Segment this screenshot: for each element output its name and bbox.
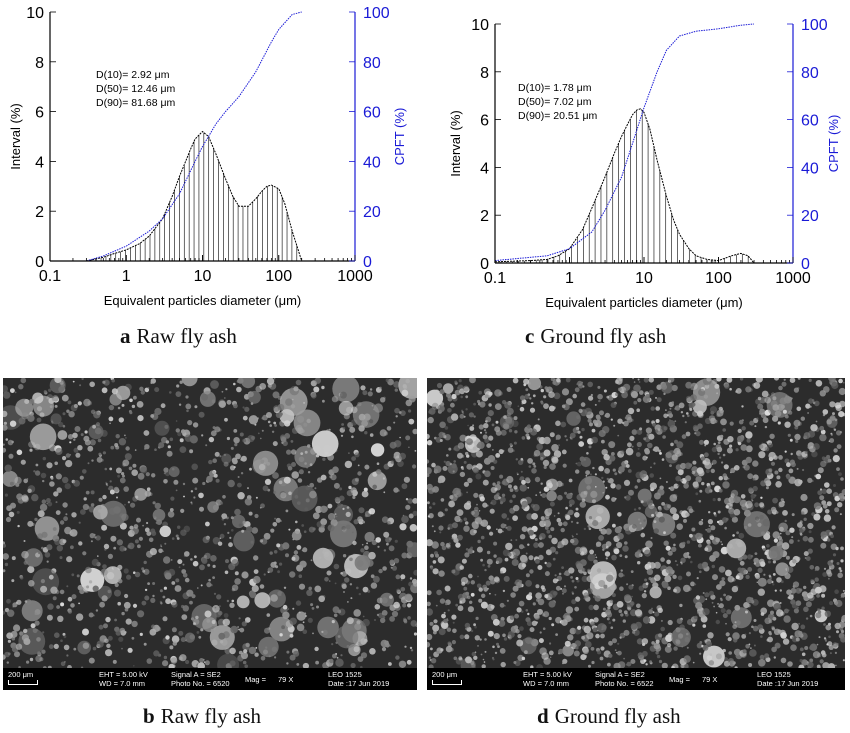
- y-tick-label-left: 6: [35, 105, 44, 122]
- sem-data-bar: 200 μm EHT = 5.00 kV WD = 7.0 mm Signal …: [3, 668, 417, 690]
- y-tick-label-right: 80: [363, 55, 381, 72]
- annotation-d90: D(90)= 20.51 μm: [518, 110, 598, 122]
- y-tick-label-left: 4: [480, 160, 489, 177]
- x-tick-label: 100: [705, 270, 732, 287]
- eht-label: EHT = 5.00 kV: [523, 670, 572, 679]
- scale-bar: [8, 680, 38, 685]
- y-axis-left-label: Interval (%): [8, 103, 23, 169]
- y-tick-label-left: 8: [35, 55, 44, 72]
- x-tick-label: 1: [122, 268, 131, 285]
- y-axis-left-label: Interval (%): [448, 110, 463, 176]
- y-tick-label-left: 10: [26, 5, 44, 22]
- y-tick-label-right: 80: [801, 65, 819, 82]
- y-tick-label-right: 0: [801, 256, 810, 273]
- sem-data-bar: 200 μm EHT = 5.00 kV WD = 7.0 mm Signal …: [427, 668, 845, 690]
- interval-curve: [494, 108, 755, 264]
- y-tick-label-left: 4: [35, 154, 44, 171]
- y-tick-label-left: 2: [480, 208, 489, 225]
- caption-text: Ground fly ash: [540, 324, 667, 348]
- photo-label: Photo No. = 6520: [171, 679, 230, 688]
- caption-text: Raw fly ash: [160, 704, 262, 728]
- y-axis-right-label: CPFT (%): [826, 115, 841, 173]
- annotation-d10: D(10)= 2.92 μm: [96, 69, 170, 81]
- y-tick-label-left: 6: [480, 113, 489, 130]
- sem-image-ground-fly-ash: 200 μm EHT = 5.00 kV WD = 7.0 mm Signal …: [427, 378, 845, 690]
- signal-label: Signal A = SE2: [595, 670, 645, 679]
- annotation-d50: D(50)= 7.02 μm: [518, 96, 592, 108]
- caption-letter: d: [537, 704, 549, 728]
- signal-label: Signal A = SE2: [171, 670, 221, 679]
- caption-text: Ground fly ash: [554, 704, 681, 728]
- annotation-d50: D(50)= 12.46 μm: [96, 83, 176, 95]
- annotation-d90: D(90)= 81.68 μm: [96, 97, 176, 109]
- caption-letter: a: [120, 324, 131, 348]
- y-tick-label-right: 60: [801, 113, 819, 130]
- wd-label: WD = 7.0 mm: [99, 679, 146, 688]
- y-tick-label-left: 0: [35, 254, 44, 271]
- annotation-d10: D(10)= 1.78 μm: [518, 82, 592, 94]
- caption-letter: c: [525, 324, 535, 348]
- x-tick-label: 0.1: [484, 270, 506, 287]
- particle-texture: [3, 378, 417, 668]
- wd-label: WD = 7.0 mm: [523, 679, 570, 688]
- scale-bar: [432, 680, 462, 685]
- instrument-label: LEO 1525: [328, 670, 362, 679]
- caption-letter: b: [143, 704, 155, 728]
- x-tick-label: 1000: [775, 270, 811, 287]
- y-tick-label-right: 20: [363, 204, 381, 221]
- y-tick-label-right: 100: [801, 17, 828, 34]
- x-tick-label: 10: [194, 268, 212, 285]
- mag-value: 79 X: [702, 675, 718, 684]
- mag-value: 79 X: [278, 675, 294, 684]
- x-tick-label: 1: [565, 270, 574, 287]
- scale-label: 200 μm: [432, 670, 458, 679]
- caption-c: c Ground fly ash: [525, 324, 666, 349]
- mag-label: Mag =: [669, 675, 691, 684]
- y-tick-label-left: 2: [35, 204, 44, 221]
- cpft-curve: [494, 23, 755, 262]
- instrument-label: LEO 1525: [757, 670, 791, 679]
- y-tick-label-right: 0: [363, 254, 372, 271]
- y-tick-label-left: 8: [480, 65, 489, 82]
- y-tick-label-left: 0: [480, 256, 489, 273]
- cpft-curve: [86, 11, 302, 262]
- y-tick-label-right: 60: [363, 105, 381, 122]
- date-label: Date :17 Jun 2019: [757, 679, 819, 688]
- x-tick-label: 100: [265, 268, 292, 285]
- x-tick-label: 10: [635, 270, 653, 287]
- sem-image-raw-fly-ash: 200 μm EHT = 5.00 kV WD = 7.0 mm Signal …: [3, 378, 417, 690]
- y-tick-label-right: 20: [801, 208, 819, 225]
- x-tick-label: 1000: [337, 268, 373, 285]
- particle-texture: [427, 378, 845, 668]
- eht-label: EHT = 5.00 kV: [99, 670, 148, 679]
- x-tick-label: 0.1: [39, 268, 61, 285]
- interval-curve: [86, 130, 303, 262]
- caption-d: d Ground fly ash: [537, 704, 681, 729]
- x-axis-label: Equivalent particles diameter (μm): [545, 295, 743, 310]
- mag-label: Mag =: [245, 675, 267, 684]
- date-label: Date :17 Jun 2019: [328, 679, 390, 688]
- x-axis-label: Equivalent particles diameter (μm): [104, 293, 302, 308]
- y-tick-label-right: 40: [363, 154, 381, 171]
- y-tick-label-right: 100: [363, 5, 390, 22]
- scale-label: 200 μm: [8, 670, 34, 679]
- y-axis-right-label: CPFT (%): [392, 108, 407, 166]
- caption-b: b Raw fly ash: [143, 704, 261, 729]
- y-tick-label-left: 10: [471, 17, 489, 34]
- caption-text: Raw fly ash: [136, 324, 237, 348]
- photo-label: Photo No. = 6522: [595, 679, 654, 688]
- y-tick-label-right: 40: [801, 160, 819, 177]
- caption-a: a Raw fly ash: [120, 324, 237, 349]
